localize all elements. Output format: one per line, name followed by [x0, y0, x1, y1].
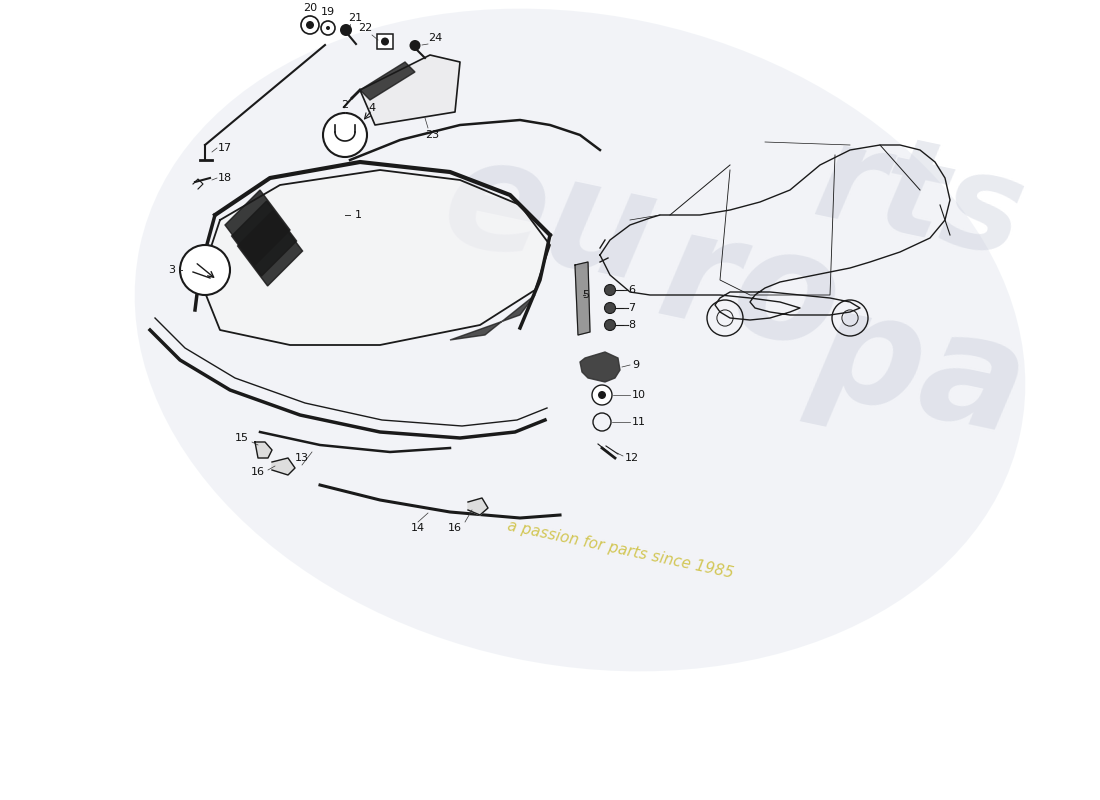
- Polygon shape: [468, 498, 488, 515]
- Text: 11: 11: [632, 417, 646, 427]
- Circle shape: [605, 285, 616, 295]
- Text: 2: 2: [341, 100, 349, 110]
- Ellipse shape: [134, 9, 1025, 671]
- Circle shape: [592, 385, 612, 405]
- Polygon shape: [238, 211, 302, 286]
- Text: ro: ro: [647, 198, 854, 382]
- Text: 16: 16: [251, 467, 265, 477]
- Circle shape: [598, 391, 606, 399]
- Text: 21: 21: [348, 13, 362, 23]
- Polygon shape: [255, 442, 272, 458]
- Circle shape: [180, 245, 230, 295]
- Text: 4: 4: [368, 103, 375, 113]
- Text: 23: 23: [425, 130, 439, 140]
- Text: 20: 20: [302, 3, 317, 13]
- Text: 19: 19: [321, 7, 336, 17]
- Circle shape: [306, 21, 313, 29]
- Text: 13: 13: [295, 453, 309, 463]
- Text: 12: 12: [625, 453, 639, 463]
- Text: rts: rts: [804, 114, 1036, 286]
- Circle shape: [605, 302, 616, 314]
- Text: 9: 9: [632, 360, 639, 370]
- Polygon shape: [580, 352, 620, 382]
- Text: 18: 18: [218, 173, 232, 183]
- Polygon shape: [450, 295, 535, 340]
- FancyBboxPatch shape: [377, 34, 393, 49]
- Text: 5: 5: [582, 290, 588, 300]
- Text: a passion for parts since 1985: a passion for parts since 1985: [506, 518, 735, 582]
- Text: eu: eu: [430, 125, 670, 315]
- Text: 8: 8: [628, 320, 635, 330]
- Text: 7: 7: [628, 303, 635, 313]
- Circle shape: [301, 16, 319, 34]
- Circle shape: [326, 26, 330, 30]
- Text: 1: 1: [355, 210, 362, 220]
- Text: 10: 10: [632, 390, 646, 400]
- Polygon shape: [575, 262, 590, 335]
- Text: 14: 14: [411, 523, 425, 533]
- Text: 16: 16: [448, 523, 462, 533]
- Polygon shape: [272, 458, 295, 475]
- Text: pa: pa: [801, 275, 1040, 465]
- Text: 6: 6: [628, 285, 635, 295]
- Text: 24: 24: [428, 33, 442, 43]
- Circle shape: [605, 319, 616, 330]
- Text: 3: 3: [168, 265, 176, 275]
- Polygon shape: [232, 201, 297, 276]
- Circle shape: [381, 38, 389, 46]
- Polygon shape: [200, 170, 550, 345]
- Polygon shape: [226, 190, 290, 265]
- Polygon shape: [360, 55, 460, 125]
- Circle shape: [340, 24, 352, 36]
- Circle shape: [409, 40, 420, 51]
- Polygon shape: [360, 62, 415, 100]
- Circle shape: [323, 113, 367, 157]
- Text: 15: 15: [235, 433, 249, 443]
- Text: 17: 17: [218, 143, 232, 153]
- Text: 22: 22: [358, 23, 372, 33]
